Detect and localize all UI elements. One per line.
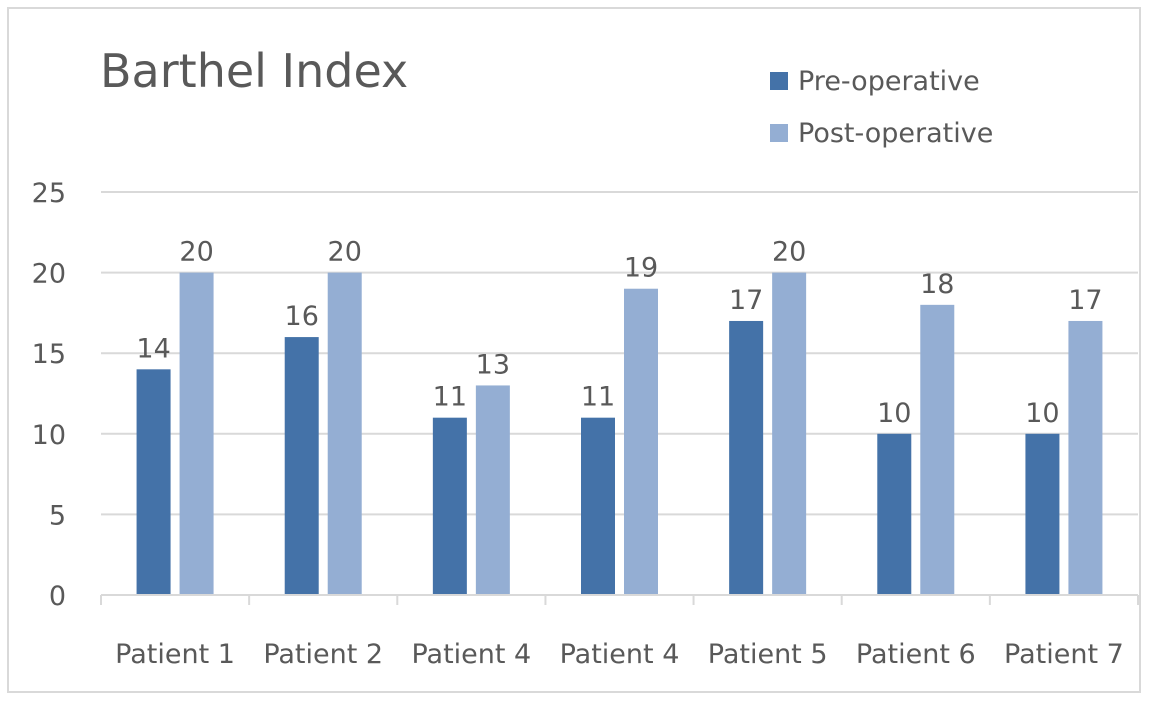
x-tick-label: Patient 7: [1004, 639, 1124, 670]
data-label-pre-operative: 11: [433, 382, 467, 413]
chart-legend: Pre-operative Post-operative: [770, 55, 993, 159]
gridlines: [101, 191, 1138, 516]
legend-item-pre-operative: Pre-operative: [770, 55, 993, 107]
bar-pre-operative: [432, 417, 467, 595]
legend-label-pre-operative: Pre-operative: [798, 65, 980, 97]
bar-post-operative: [920, 304, 955, 595]
legend-swatch-post-operative: [770, 124, 788, 142]
y-tick-label-0: 0: [49, 581, 66, 612]
bar-post-operative: [1068, 320, 1103, 595]
bars: [136, 272, 1103, 595]
bar-post-operative: [624, 288, 658, 595]
bar-post-operative: [327, 272, 362, 595]
data-labels: 14 20 16 20 11 13 11 19 17 20 10 18 10 17: [136, 237, 1102, 429]
bar-pre-operative: [729, 320, 764, 595]
bar-pre-operative: [877, 433, 912, 595]
x-tick-label: Patient 5: [708, 639, 828, 670]
data-label-pre-operative: 16: [285, 301, 319, 332]
data-label-post-operative: 18: [920, 269, 954, 300]
data-label-pre-operative: 10: [1025, 398, 1059, 429]
legend-swatch-pre-operative: [770, 72, 788, 90]
bar-pre-operative: [136, 369, 171, 595]
y-tick-label-5: 5: [49, 500, 66, 531]
bar-post-operative: [179, 272, 214, 595]
data-label-post-operative: 20: [179, 237, 213, 268]
data-label-pre-operative: 17: [729, 285, 763, 316]
data-label-post-operative: 19: [624, 253, 658, 284]
y-tick-label-25: 25: [32, 178, 66, 209]
x-tick-label: Patient 6: [856, 639, 976, 670]
data-label-pre-operative: 14: [136, 333, 170, 364]
y-tick-label-10: 10: [32, 420, 66, 451]
bar-post-operative: [475, 385, 510, 595]
legend-item-post-operative: Post-operative: [770, 107, 993, 159]
x-tick-label: Patient 2: [263, 639, 383, 670]
bar-pre-operative: [1025, 433, 1060, 595]
bar-pre-operative: [581, 417, 615, 595]
y-tick-label-15: 15: [32, 339, 66, 370]
data-label-post-operative: 13: [476, 349, 510, 380]
y-tick-label-20: 20: [32, 259, 66, 290]
legend-label-post-operative: Post-operative: [798, 117, 994, 149]
x-tick-label: Patient 4: [560, 639, 680, 670]
x-tick-label: Patient 4: [411, 639, 531, 670]
x-tick-label: Patient 1: [115, 639, 235, 670]
data-label-post-operative: 17: [1068, 285, 1102, 316]
y-axis: 0 5 10 15 20 25: [32, 178, 66, 612]
bar-post-operative: [772, 272, 807, 595]
data-label-pre-operative: 10: [877, 398, 911, 429]
data-label-post-operative: 20: [328, 237, 362, 268]
x-axis: Patient 1 Patient 2 Patient 4 Patient 4 Pati…: [100, 594, 1139, 670]
chart-title: Barthel Index: [100, 44, 409, 98]
data-label-pre-operative: 11: [581, 382, 615, 413]
bar-pre-operative: [284, 337, 319, 595]
data-label-post-operative: 20: [772, 237, 806, 268]
